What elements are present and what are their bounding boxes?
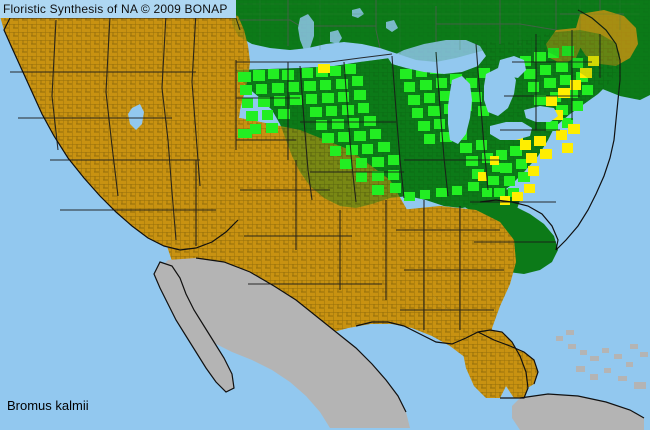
map-title-banner: Floristic Synthesis of NA © 2009 BONAP	[0, 0, 236, 18]
map-title-text: Floristic Synthesis of NA © 2009 BONAP	[3, 2, 228, 16]
state-borders	[10, 11, 601, 330]
no-data-regions	[154, 258, 648, 430]
canada-texture	[232, 0, 650, 100]
species-name-label: Bromus kalmii	[7, 398, 89, 413]
florida-peninsula	[490, 330, 528, 398]
